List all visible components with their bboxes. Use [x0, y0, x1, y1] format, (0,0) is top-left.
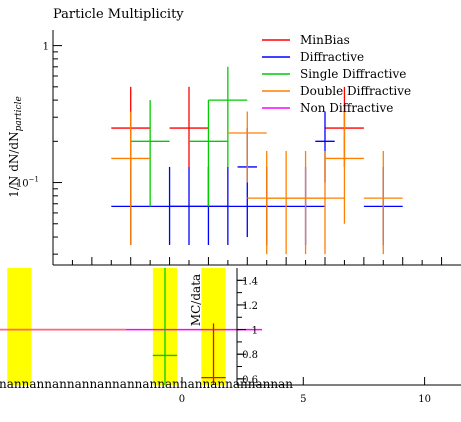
double-diffractive-point [227, 111, 267, 183]
main-y-tick-label: 1 [43, 42, 49, 53]
double-diffractive-legend-label: Double Diffractive [300, 84, 411, 98]
minbias-legend-label: MinBias [300, 33, 350, 47]
ratio-x-overflow-label: nannannannannannannannannannannannannan [0, 377, 293, 391]
main-y-axis-label: 1/N dN/dNparticle [7, 96, 24, 198]
ratio-plot: MC/data 0.6 0.8 1 1.2 1.4 0 5 10 nannannannann… [0, 268, 461, 405]
main-y-tick-label: 10−1 [16, 176, 39, 190]
diffractive-point [208, 166, 248, 245]
minbias-point [169, 86, 209, 167]
ratio-series-marks [0, 268, 226, 385]
single-diffractive-point [130, 100, 170, 207]
ratio-y-tick-label: 0.6 [242, 375, 258, 386]
ratio-y-tick-label: 1 [252, 326, 258, 337]
ratio-x-tick-label: 0 [179, 394, 185, 405]
legend: MinBias Diffractive Single Diffractive Doub… [262, 33, 411, 115]
minbias-ratio-point [201, 323, 226, 385]
ratio-y-tick-label: 0.8 [242, 350, 258, 361]
ratio-y-tick-label: 1.4 [242, 276, 258, 287]
double-diffractive-point [305, 150, 345, 255]
main-series-marks [111, 66, 403, 255]
double-diffractive-point [325, 111, 364, 224]
single-diffractive-ratio-point [152, 268, 178, 385]
main-y-ticks: 10−1 1 [16, 42, 62, 255]
ratio-y-ticks: 0.6 0.8 1 1.2 1.4 [237, 276, 258, 386]
double-diffractive-point [266, 150, 306, 255]
single-diffractive-point [208, 66, 248, 167]
ratio-uncertainty-band [7, 268, 32, 385]
ratio-y-tick-label: 1.2 [242, 301, 258, 312]
main-plot: Particle Multiplicity 1/N dN/dNparticle … [7, 7, 461, 266]
ratio-y-axis-label: MC/data [189, 274, 203, 326]
diffractive-legend-label: Diffractive [300, 50, 364, 64]
main-x-ticks [71, 257, 443, 265]
non-diffractive-legend-label: Non Diffractive [300, 101, 393, 115]
ratio-x-tick-label: 10 [418, 394, 431, 405]
ratio-x-tick-label: 5 [300, 394, 306, 405]
chart-title: Particle Multiplicity [53, 7, 184, 22]
double-diffractive-point [111, 111, 151, 245]
single-diffractive-legend-label: Single Diffractive [300, 67, 406, 81]
double-diffractive-point [363, 150, 403, 255]
single-diffractive-point [189, 100, 228, 207]
double-diffractive-point [286, 150, 325, 255]
ratio-x-ticks: 0 5 10 [179, 377, 431, 405]
